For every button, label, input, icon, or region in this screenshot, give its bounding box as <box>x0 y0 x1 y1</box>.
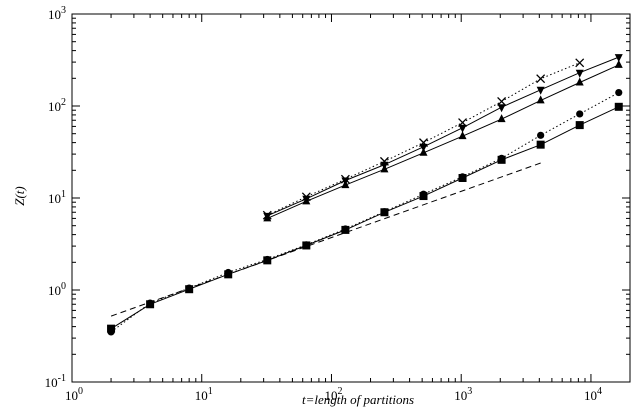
data-point-cross <box>497 97 507 106</box>
data-point-cross <box>536 74 546 84</box>
data-point-triangle-down <box>458 124 467 133</box>
axis-ticks <box>71 13 631 383</box>
data-point-triangle-down <box>536 86 545 95</box>
plot-frame <box>71 13 631 383</box>
x-tick-label: 100 <box>65 386 83 403</box>
data-point-square <box>419 192 428 201</box>
series-line-5 <box>110 106 620 330</box>
data-point-square <box>185 285 194 294</box>
data-point-triangle-up <box>497 114 506 123</box>
series-layer <box>107 54 623 336</box>
x-tick-label: 101 <box>195 386 213 403</box>
data-point-square <box>302 241 311 250</box>
y-tick-label: 100 <box>48 281 66 298</box>
data-point-square <box>107 324 116 333</box>
y-tick-label: 10-1 <box>45 373 66 390</box>
x-tick-label: 102 <box>324 386 342 403</box>
x-tick-label: 104 <box>584 386 602 403</box>
cross-stroke <box>497 97 507 106</box>
series-line-6 <box>110 162 541 317</box>
data-point-circle <box>615 88 623 97</box>
series-line-3 <box>267 64 620 219</box>
data-point-triangle-up <box>458 131 467 140</box>
y-tick-label: 101 <box>48 189 66 206</box>
y-tick-label: 102 <box>48 97 66 114</box>
data-point-square <box>380 208 389 217</box>
data-point-circle <box>576 110 584 118</box>
data-point-square <box>146 300 155 309</box>
data-point-triangle-up <box>419 147 428 156</box>
x-tick-label: 103 <box>454 386 472 403</box>
series-line-4 <box>110 92 620 333</box>
cross-stroke <box>536 74 546 84</box>
data-point-triangle-up <box>575 77 584 86</box>
x-axis-label: t=length of partitions <box>302 392 414 407</box>
data-point-square <box>458 173 467 182</box>
data-point-square <box>614 102 623 111</box>
data-point-triangle-up <box>380 164 389 173</box>
data-point-square <box>536 140 545 149</box>
cross-stroke <box>575 58 585 68</box>
y-tick-label: 103 <box>48 5 66 22</box>
data-point-triangle-up <box>536 95 545 104</box>
data-point-circle <box>537 131 545 139</box>
data-point-cross <box>575 58 585 68</box>
series-line-2 <box>267 56 619 217</box>
data-point-square <box>497 155 506 164</box>
data-point-triangle-down <box>575 69 584 78</box>
data-point-triangle-down <box>614 54 623 63</box>
data-point-triangle-up <box>263 213 272 222</box>
data-point-triangle-down <box>497 104 506 113</box>
data-point-triangle-up <box>341 180 350 189</box>
data-point-triangle-up <box>302 196 311 205</box>
y-axis-label: Z(t) <box>12 186 27 206</box>
data-point-square <box>341 225 350 234</box>
data-point-triangle-up <box>614 59 623 68</box>
data-point-square <box>575 121 584 130</box>
